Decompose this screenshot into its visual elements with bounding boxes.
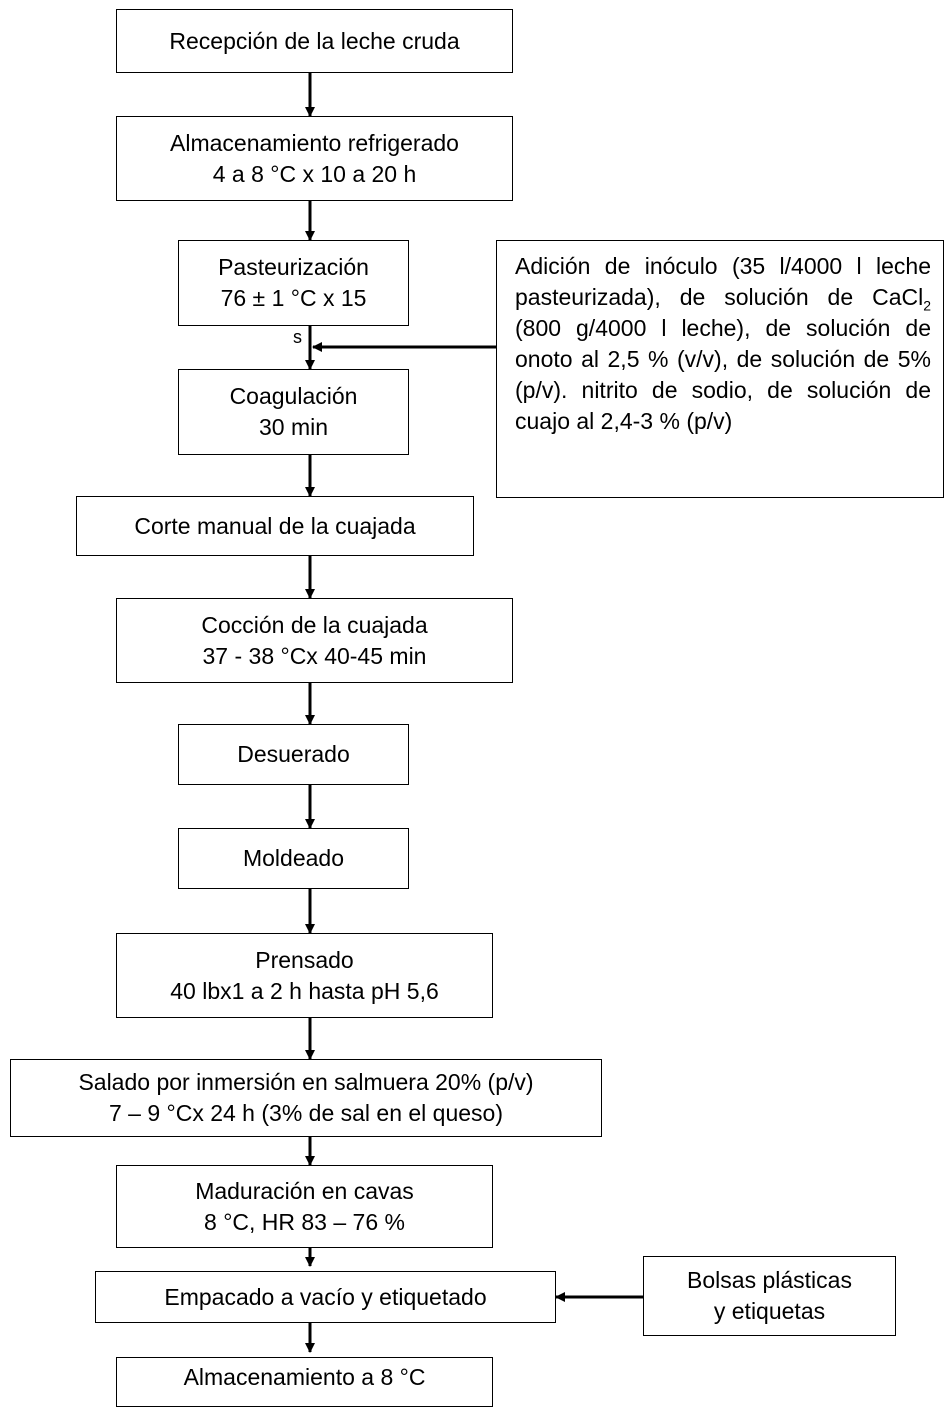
step-almacenamiento-final-label: Almacenamiento a 8 °C <box>183 1364 426 1390</box>
step-pasteurizacion-label: Pasteurización <box>218 254 369 280</box>
step-almacenamiento-refrigerado: Almacenamiento refrigerado 4 a 8 °C x 10… <box>116 116 513 201</box>
step-desuerado: Desuerado <box>178 724 409 785</box>
step-prensado-label: Prensado <box>255 946 354 973</box>
step-desuerado-label: Desuerado <box>237 741 350 767</box>
step-corte-label: Corte manual de la cuajada <box>134 512 416 539</box>
step-almacenamiento-refrigerado-detail: 4 a 8 °C x 10 a 20 h <box>212 160 417 187</box>
step-almacenamiento-refrigerado-label: Almacenamiento refrigerado <box>170 129 459 156</box>
step-moldeado: Moldeado <box>178 828 409 889</box>
step-salado-detail: 7 – 9 °Cx 24 h (3% de sal en el queso) <box>108 1100 504 1126</box>
input-bolsas-label: Bolsas plásticas <box>687 1267 852 1293</box>
step-prensado: Prensado 40 lbx1 a 2 h hasta pH 5,6 <box>116 933 493 1018</box>
step-salado-label: Salado por inmersión en salmuera 20% (p/… <box>78 1069 534 1095</box>
step-empacado: Empacado a vacío y etiquetado <box>95 1271 556 1323</box>
step-pasteurizacion-detail: 76 ± 1 °C x 15 <box>220 285 367 311</box>
step-prensado-detail: 40 lbx1 a 2 h hasta pH 5,6 <box>170 977 439 1004</box>
step-coccion-detail: 37 - 38 °Cx 40-45 min <box>202 642 427 669</box>
step-maduracion-label: Maduración en cavas <box>195 1177 414 1204</box>
input-adicion-text-2: (800 g/4000 l leche), de solución de ono… <box>515 315 931 434</box>
step-recepcion-label: Recepción de la leche cruda <box>169 27 460 54</box>
step-maduracion-detail: 8 °C, HR 83 – 76 % <box>204 1208 405 1235</box>
step-salado: Salado por inmersión en salmuera 20% (p/… <box>10 1059 602 1137</box>
step-coagulacion-detail: 30 min <box>258 414 329 440</box>
step-pasteurizacion: Pasteurización 76 ± 1 °C x 15 <box>178 240 409 326</box>
step-moldeado-label: Moldeado <box>242 845 345 871</box>
step-coagulacion: Coagulación 30 min <box>178 369 409 455</box>
input-adicion-subscript: 2 <box>923 297 931 314</box>
step-pasteurizacion-unit: s <box>293 327 302 347</box>
input-bolsas: Bolsas plásticas y etiquetas <box>643 1256 896 1336</box>
input-bolsas-detail: y etiquetas <box>713 1298 826 1324</box>
input-adicion-text-1: Adición de inóculo (35 l/4000 l leche pa… <box>515 253 931 310</box>
step-maduracion: Maduración en cavas 8 °C, HR 83 – 76 % <box>116 1165 493 1248</box>
step-empacado-label: Empacado a vacío y etiquetado <box>164 1283 487 1310</box>
step-corte: Corte manual de la cuajada <box>76 496 474 556</box>
step-coccion: Cocción de la cuajada 37 - 38 °Cx 40-45 … <box>116 598 513 683</box>
input-adicion: Adición de inóculo (35 l/4000 l leche pa… <box>496 240 944 498</box>
step-almacenamiento-final: Almacenamiento a 8 °C <box>116 1357 493 1407</box>
step-coagulacion-label: Coagulación <box>229 383 358 409</box>
step-recepcion: Recepción de la leche cruda <box>116 9 513 73</box>
step-coccion-label: Cocción de la cuajada <box>201 611 428 638</box>
